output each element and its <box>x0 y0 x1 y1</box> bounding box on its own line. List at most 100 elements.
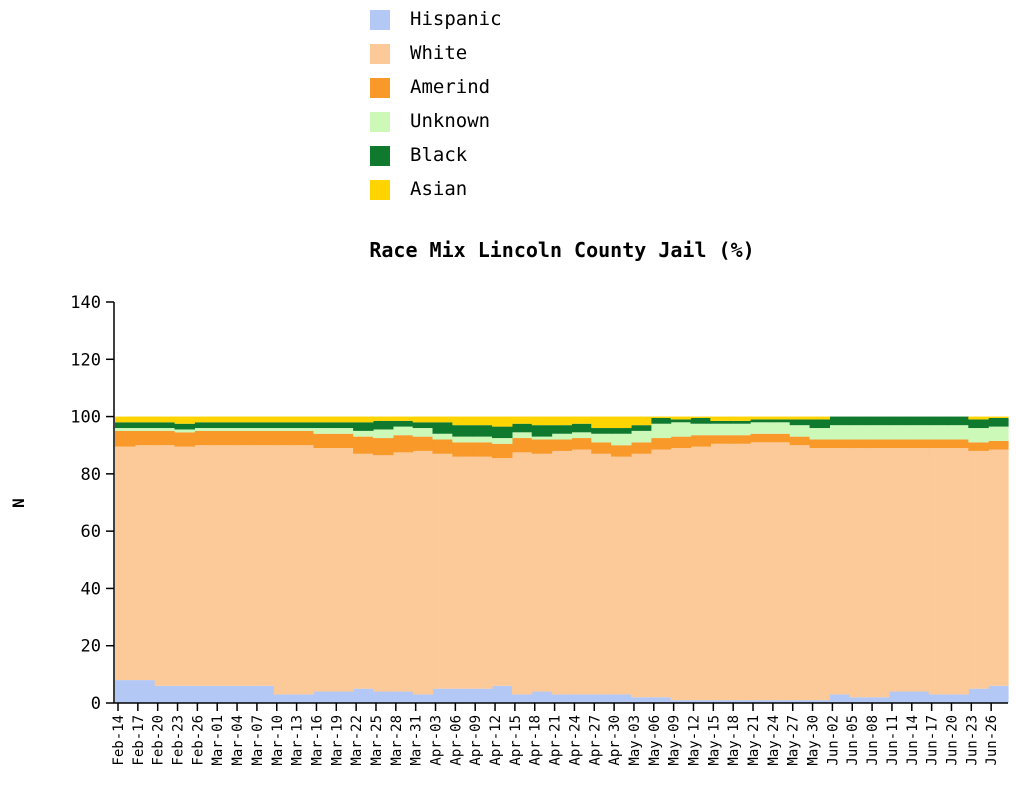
series-white <box>115 442 1009 701</box>
area-segment-white <box>313 448 334 692</box>
area-segment-white <box>154 445 176 686</box>
area-segment-white <box>194 445 215 686</box>
x-tick-label: Apr-30 <box>607 715 623 766</box>
x-tick-label: Jun-26 <box>984 715 1000 766</box>
y-tick-label: 0 <box>91 694 101 714</box>
area-segment-unknown <box>253 428 275 431</box>
area-segment-black <box>372 420 394 430</box>
area-segment-hispanic <box>293 694 315 703</box>
area-segment-asian <box>511 416 533 424</box>
area-segment-unknown <box>710 423 731 436</box>
area-segment-black <box>591 428 612 434</box>
area-segment-amerind <box>154 430 176 446</box>
area-segment-asian <box>154 416 176 423</box>
area-segment-unknown <box>630 430 652 443</box>
area-segment-black <box>869 416 890 426</box>
area-segment-amerind <box>194 430 215 446</box>
legend-label: White <box>410 42 468 64</box>
area-segment-unknown <box>829 425 850 440</box>
area-segment-asian <box>472 416 493 426</box>
area-segment-amerind <box>968 442 989 451</box>
area-segment-white <box>333 448 354 692</box>
area-segment-hispanic <box>432 688 453 703</box>
x-tick-label: Mar-07 <box>250 715 266 766</box>
area-segment-black <box>511 423 533 433</box>
area-segment-white <box>591 453 612 695</box>
area-segment-black <box>392 420 414 427</box>
area-segment-asian <box>174 416 195 424</box>
area-segment-white <box>115 446 136 681</box>
legend-swatch <box>370 146 390 166</box>
area-segment-asian <box>432 416 453 423</box>
area-segment-white <box>273 445 295 695</box>
area-segment-amerind <box>333 433 354 449</box>
area-segment-amerind <box>313 433 334 449</box>
area-segment-white <box>293 445 315 695</box>
area-segment-black <box>690 418 711 424</box>
area-segment-hispanic <box>829 694 850 703</box>
area-segment-unknown <box>234 428 255 431</box>
area-segment-black <box>412 422 434 429</box>
area-segment-unknown <box>670 422 692 437</box>
area-segment-white <box>571 449 592 695</box>
area-segment-hispanic <box>670 700 692 703</box>
x-tick-label: Mar-16 <box>309 715 325 766</box>
area-segment-white <box>531 453 553 692</box>
area-segment-hispanic <box>273 694 295 703</box>
area-segment-hispanic <box>253 685 275 703</box>
area-segment-unknown <box>869 425 890 440</box>
area-segment-asian <box>769 416 791 420</box>
area-segment-hispanic <box>452 688 473 703</box>
x-tick-label: Jun-08 <box>865 715 881 766</box>
area-segment-hispanic <box>789 700 811 703</box>
area-segment-white <box>690 446 711 701</box>
area-segment-white <box>511 452 533 695</box>
area-segment-black <box>789 419 811 426</box>
area-segment-asian <box>333 416 354 423</box>
area-segment-unknown <box>551 433 573 440</box>
area-segment-white <box>611 456 632 695</box>
area-segment-amerind <box>353 436 374 454</box>
area-segment-black <box>115 422 136 429</box>
area-segment-white <box>968 450 989 689</box>
area-segment-hispanic <box>869 697 890 703</box>
x-tick-label: Feb-20 <box>151 715 167 766</box>
y-tick-label: 100 <box>70 408 101 428</box>
area-segment-hispanic <box>115 680 136 703</box>
area-segment-white <box>710 443 731 701</box>
y-tick-label: 140 <box>70 293 101 313</box>
area-segment-black <box>174 423 195 430</box>
area-segment-amerind <box>809 439 830 449</box>
area-segment-hispanic <box>392 691 414 703</box>
area-segment-black <box>888 416 910 426</box>
x-tick-label: Jun-20 <box>945 715 961 766</box>
area-segment-white <box>492 458 513 686</box>
area-segment-black <box>630 425 652 431</box>
area-segment-unknown <box>888 425 910 440</box>
area-segment-black <box>829 416 850 426</box>
area-segment-hispanic <box>849 697 870 703</box>
area-segment-black <box>313 422 334 429</box>
area-segment-amerind <box>750 433 771 443</box>
area-segment-asian <box>551 416 573 426</box>
area-segment-white <box>234 445 255 686</box>
legend-label: Hispanic <box>410 8 502 30</box>
area-segment-unknown <box>908 425 930 440</box>
area-segment-black <box>214 422 235 429</box>
x-tick-label: Apr-09 <box>468 715 484 766</box>
area-segment-white <box>750 442 771 701</box>
x-tick-label: Apr-21 <box>548 715 564 766</box>
area-segment-white <box>650 449 672 698</box>
area-segment-asian <box>194 416 215 423</box>
x-tick-label: Mar-04 <box>230 715 246 766</box>
area-segment-amerind <box>372 438 394 456</box>
area-segment-black <box>968 419 989 429</box>
area-segment-white <box>988 449 1009 686</box>
area-segment-amerind <box>551 439 573 451</box>
area-segment-white <box>134 445 156 681</box>
area-segment-unknown <box>273 428 295 431</box>
area-segment-unknown <box>789 425 811 437</box>
area-segment-amerind <box>115 430 136 447</box>
x-tick-label: Feb-26 <box>190 715 206 766</box>
area-segment-asian <box>730 416 751 421</box>
